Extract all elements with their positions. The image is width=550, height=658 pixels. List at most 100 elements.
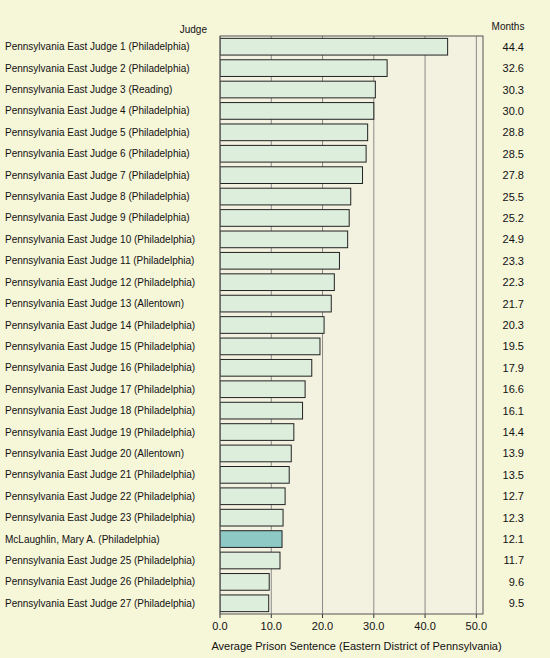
bar bbox=[220, 531, 282, 548]
background bbox=[0, 0, 550, 658]
bar bbox=[220, 103, 374, 120]
bar bbox=[220, 338, 320, 355]
data-label: 11.7 bbox=[503, 554, 524, 566]
tick-mark bbox=[271, 614, 272, 618]
tick-mark bbox=[476, 614, 477, 618]
data-label: 21.7 bbox=[503, 298, 524, 310]
bar bbox=[220, 210, 349, 227]
data-label: 44.4 bbox=[503, 41, 524, 53]
bar bbox=[220, 359, 312, 376]
chart: 0.0 10.0 20.0 30.0 40.0 50.0 Pennsylvania East… bbox=[0, 0, 550, 658]
data-label: 19.5 bbox=[503, 340, 524, 352]
data-label: 27.8 bbox=[503, 169, 524, 181]
data-label: 28.8 bbox=[503, 126, 524, 138]
category-label: Pennsylvania East Judge 2 (Philadelphia) bbox=[5, 63, 190, 74]
category-label: Pennsylvania East Judge 13 (Allentown) bbox=[5, 298, 184, 309]
category-label: McLaughlin, Mary A. (Philadelphia) bbox=[5, 534, 160, 545]
tick-label: 30.0 bbox=[363, 620, 384, 632]
data-label: 13.5 bbox=[503, 469, 524, 481]
data-label: 22.3 bbox=[503, 276, 524, 288]
tick-label: 10.0 bbox=[261, 620, 282, 632]
bar bbox=[220, 552, 280, 569]
data-label: 32.6 bbox=[503, 62, 524, 74]
category-label: Pennsylvania East Judge 19 (Philadelphia… bbox=[5, 427, 195, 438]
grid-line bbox=[476, 36, 477, 614]
category-label: Pennsylvania East Judge 3 (Reading) bbox=[5, 84, 172, 95]
tick-label: 0.0 bbox=[212, 620, 227, 632]
category-label: Pennsylvania East Judge 26 (Philadelphia… bbox=[5, 576, 195, 587]
category-label: Pennsylvania East Judge 25 (Philadelphia… bbox=[5, 555, 195, 566]
bar bbox=[220, 60, 387, 77]
bar bbox=[220, 38, 448, 55]
tick-label: 40.0 bbox=[414, 620, 435, 632]
category-label: Pennsylvania East Judge 22 (Philadelphia… bbox=[5, 491, 195, 502]
category-label: Pennsylvania East Judge 20 (Allentown) bbox=[5, 448, 184, 459]
data-label: 12.7 bbox=[503, 490, 524, 502]
data-label: 12.1 bbox=[503, 533, 524, 545]
bar bbox=[220, 295, 331, 312]
category-label: Pennsylvania East Judge 10 (Philadelphia… bbox=[5, 234, 195, 245]
category-label: Pennsylvania East Judge 15 (Philadelphia… bbox=[5, 341, 195, 352]
category-label: Pennsylvania East Judge 7 (Philadelphia) bbox=[5, 170, 190, 181]
data-label: 24.9 bbox=[503, 233, 524, 245]
data-label: 14.4 bbox=[503, 426, 524, 438]
bar bbox=[220, 595, 269, 612]
tick-label: 50.0 bbox=[466, 620, 487, 632]
data-label: 25.5 bbox=[503, 191, 524, 203]
category-label: Pennsylvania East Judge 27 (Philadelphia… bbox=[5, 598, 195, 609]
bar bbox=[220, 445, 291, 462]
axis-title: Average Prison Sentence (Eastern Distric… bbox=[211, 640, 501, 652]
data-label: 17.9 bbox=[503, 362, 524, 374]
bars bbox=[220, 38, 448, 611]
bar bbox=[220, 467, 289, 484]
category-label: Pennsylvania East Judge 9 (Philadelphia) bbox=[5, 212, 190, 223]
data-label: 16.1 bbox=[503, 405, 524, 417]
data-label: 28.5 bbox=[503, 148, 524, 160]
data-label: 9.6 bbox=[509, 576, 524, 588]
category-label: Pennsylvania East Judge 21 (Philadelphia… bbox=[5, 469, 195, 480]
bar bbox=[220, 145, 366, 162]
bar bbox=[220, 317, 324, 334]
data-label: 9.5 bbox=[509, 597, 524, 609]
data-label: 20.3 bbox=[503, 319, 524, 331]
bar bbox=[220, 274, 334, 291]
tick-mark bbox=[425, 614, 426, 618]
data-label: 30.3 bbox=[503, 84, 524, 96]
bar bbox=[220, 231, 348, 248]
data-label: 25.2 bbox=[503, 212, 524, 224]
category-label: Pennsylvania East Judge 12 (Philadelphia… bbox=[5, 277, 195, 288]
bar bbox=[220, 574, 269, 591]
data-label: 13.9 bbox=[503, 447, 524, 459]
bar bbox=[220, 488, 285, 505]
grid-line bbox=[373, 36, 374, 614]
tick-label: 20.0 bbox=[312, 620, 333, 632]
data-label: 16.6 bbox=[503, 383, 524, 395]
bar bbox=[220, 252, 339, 269]
annotation: Months bbox=[492, 21, 525, 32]
category-label: Pennsylvania East Judge 1 (Philadelphia) bbox=[5, 41, 190, 52]
data-label: 30.0 bbox=[503, 105, 524, 117]
bar bbox=[220, 509, 283, 526]
bar bbox=[220, 424, 294, 441]
bar bbox=[220, 402, 303, 419]
category-label: Pennsylvania East Judge 17 (Philadelphia… bbox=[5, 384, 195, 395]
category-label: Pennsylvania East Judge 8 (Philadelphia) bbox=[5, 191, 190, 202]
tick-mark bbox=[322, 614, 323, 618]
plot-frame bbox=[220, 36, 483, 614]
grid-line bbox=[425, 36, 426, 614]
category-label: Pennsylvania East Judge 23 (Philadelphia… bbox=[5, 512, 195, 523]
bar bbox=[220, 188, 351, 205]
category-label: Pennsylvania East Judge 5 (Philadelphia) bbox=[5, 127, 190, 138]
bar bbox=[220, 81, 375, 98]
category-label: Pennsylvania East Judge 4 (Philadelphia) bbox=[5, 105, 190, 116]
bar bbox=[220, 167, 363, 184]
data-label: 12.3 bbox=[503, 512, 524, 524]
bar bbox=[220, 381, 305, 398]
plot-area bbox=[220, 36, 483, 614]
tick-mark bbox=[373, 614, 374, 618]
category-label: Pennsylvania East Judge 18 (Philadelphia… bbox=[5, 405, 195, 416]
category-label: Pennsylvania East Judge 6 (Philadelphia) bbox=[5, 148, 190, 159]
category-label: Pennsylvania East Judge 14 (Philadelphia… bbox=[5, 320, 195, 331]
data-label: 23.3 bbox=[503, 255, 524, 267]
tick-mark bbox=[220, 614, 221, 618]
